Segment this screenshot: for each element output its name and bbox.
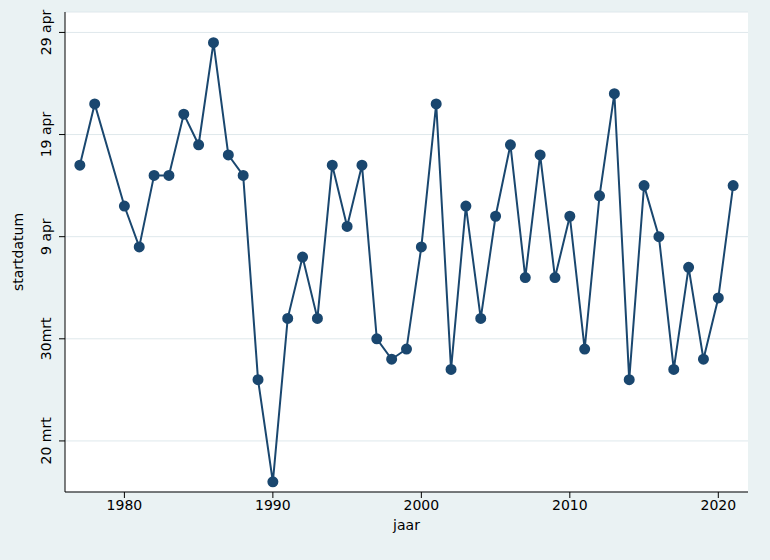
svg-text:1980: 1980 (107, 497, 143, 513)
svg-text:startdatum: startdatum (10, 213, 26, 291)
svg-text:jaar: jaar (392, 517, 420, 533)
svg-text:29 apr: 29 apr (38, 9, 54, 55)
svg-text:19 apr: 19 apr (38, 112, 54, 158)
svg-text:2000: 2000 (404, 497, 440, 513)
svg-text:20 mrt: 20 mrt (38, 417, 54, 465)
svg-text:9 apr: 9 apr (38, 218, 54, 255)
svg-text:30mrt: 30mrt (38, 317, 54, 360)
svg-text:2020: 2020 (700, 497, 736, 513)
svg-text:1990: 1990 (255, 497, 291, 513)
svg-text:2010: 2010 (552, 497, 588, 513)
